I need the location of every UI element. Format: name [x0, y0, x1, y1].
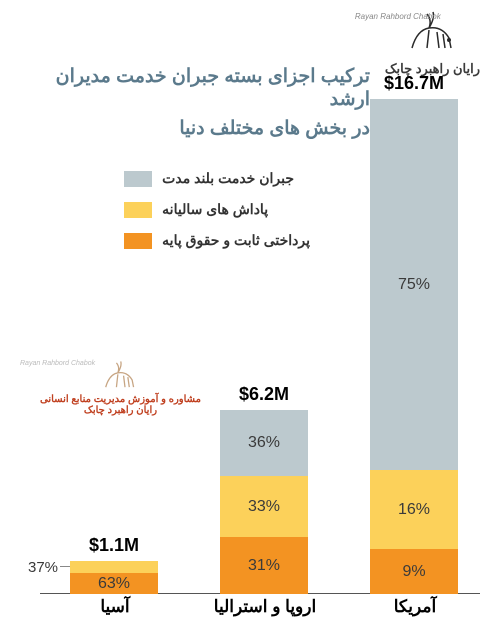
segment-pct-label: 16% [398, 501, 430, 519]
segment-pct-label: 31% [248, 557, 280, 575]
bar: 9%16%75%$16.7M [370, 99, 458, 594]
segment-pct-label: 33% [248, 498, 280, 516]
x-axis-label: آسیا [60, 597, 170, 617]
x-axis-labels: آسیا اروپا و استرالیا آمریکا [40, 597, 480, 627]
brand-english-top: Rayan Rahbord Chabok [355, 12, 441, 21]
bar-segment: 36% [220, 410, 308, 476]
bar-total-label: $6.2M [220, 384, 308, 405]
bar: 63%$1.1M [70, 561, 158, 594]
bar-segment: 75% [370, 99, 458, 470]
bar-segment [70, 561, 158, 573]
bar: 31%33%36%$6.2M [220, 410, 308, 594]
x-axis-label: آمریکا [360, 597, 470, 617]
bar-total-label: $1.1M [70, 535, 158, 556]
segment-pct-label: 36% [248, 434, 280, 452]
callout-leader-line [60, 566, 70, 567]
bar-segment: 16% [370, 470, 458, 549]
bar-segment: 31% [220, 537, 308, 594]
bar-total-label: $16.7M [370, 73, 458, 94]
segment-callout: 37% [28, 559, 58, 576]
bar-segment: 33% [220, 476, 308, 537]
segment-pct-label: 9% [402, 563, 425, 581]
segment-pct-label: 75% [398, 276, 430, 294]
bar-segment: 9% [370, 549, 458, 594]
segment-pct-label: 63% [98, 575, 130, 593]
chart-plot-area: 37%63%$1.1M31%33%36%$6.2M9%16%75%$16.7M [40, 64, 480, 594]
bar-segment: 63% [70, 573, 158, 594]
x-axis-label: اروپا و استرالیا [210, 597, 320, 617]
